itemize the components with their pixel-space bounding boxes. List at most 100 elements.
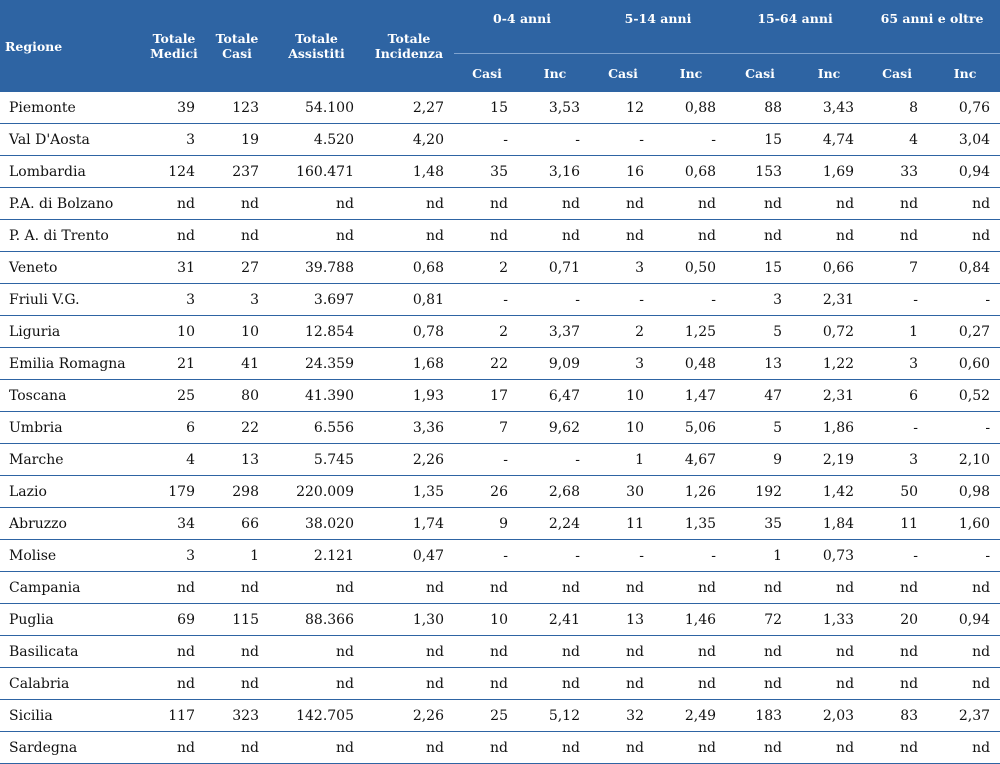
cell-inc-0-4: 6,47 xyxy=(520,379,590,412)
cell-casi-65-plus: nd xyxy=(864,219,931,252)
cell-inc-15-64: 1,69 xyxy=(794,155,865,188)
cell-inc-5-14: nd xyxy=(656,187,727,220)
table-row: Lazio 179 298 220.009 1,35 26 2,68 30 1,26 192 1,4… xyxy=(0,475,1000,508)
cell-totale-casi: 22 xyxy=(205,411,269,444)
header-age-65-plus: 65 anni e oltre xyxy=(864,0,1000,54)
table-row: Puglia 69 115 88.366 1,30 10 2,41 13 1,46 72 1,33 2… xyxy=(0,603,1000,636)
cell-casi-5-14: nd xyxy=(590,667,656,700)
cell-casi-5-14: 30 xyxy=(590,475,656,508)
cell-casi-65-plus: nd xyxy=(864,571,931,604)
cell-casi-65-plus: - xyxy=(864,411,931,444)
cell-regione: Marche xyxy=(0,443,143,476)
cell-casi-15-64: 5 xyxy=(726,315,795,348)
cell-totale-casi: 80 xyxy=(205,379,269,412)
cell-inc-15-64: nd xyxy=(794,219,865,252)
cell-casi-5-14: nd xyxy=(590,731,656,764)
cell-totale-medici: 117 xyxy=(143,699,205,732)
cell-totale-incidenza: 3,36 xyxy=(364,411,454,444)
header-inc: Inc xyxy=(794,53,865,92)
cell-casi-5-14: 16 xyxy=(590,155,656,188)
cell-casi-0-4: nd xyxy=(454,571,520,604)
cell-casi-0-4: nd xyxy=(454,187,520,220)
cell-totale-assistiti: 160.471 xyxy=(269,155,364,188)
cell-casi-5-14: - xyxy=(590,539,656,572)
cell-totale-medici: 3 xyxy=(143,539,205,572)
cell-totale-medici: 6 xyxy=(143,411,205,444)
cell-casi-65-plus: 7 xyxy=(864,251,931,284)
cell-inc-15-64: 2,31 xyxy=(794,379,865,412)
table-row: Campania nd nd nd nd nd nd nd nd nd nd nd nd xyxy=(0,571,1000,604)
header-regione: Regione xyxy=(0,0,143,92)
cell-casi-15-64: 5 xyxy=(726,411,795,444)
cell-inc-5-14: nd xyxy=(656,635,727,668)
cell-totale-incidenza: 1,68 xyxy=(364,347,454,380)
cell-totale-medici: nd xyxy=(143,571,205,604)
cell-inc-0-4: 3,53 xyxy=(520,92,590,124)
cell-totale-assistiti: nd xyxy=(269,635,364,668)
cell-casi-65-plus: - xyxy=(864,539,931,572)
cell-inc-65-plus: 0,60 xyxy=(930,347,1000,380)
cell-casi-0-4: nd xyxy=(454,667,520,700)
cell-casi-65-plus: 20 xyxy=(864,603,931,636)
cell-inc-0-4: 2,41 xyxy=(520,603,590,636)
cell-inc-0-4: nd xyxy=(520,667,590,700)
cell-inc-5-14: - xyxy=(656,123,727,156)
cell-regione: Basilicata xyxy=(0,635,143,668)
cell-totale-medici: nd xyxy=(143,219,205,252)
cell-totale-incidenza: nd xyxy=(364,219,454,252)
header-totale-incidenza: Totale Incidenza xyxy=(364,0,454,92)
cell-casi-5-14: 3 xyxy=(590,347,656,380)
cell-inc-65-plus: - xyxy=(930,539,1000,572)
cell-totale-assistiti: 24.359 xyxy=(269,347,364,380)
cell-inc-15-64: 1,84 xyxy=(794,507,865,540)
cell-inc-65-plus: 0,52 xyxy=(930,379,1000,412)
cell-totale-medici: 31 xyxy=(143,251,205,284)
cell-inc-0-4: nd xyxy=(520,571,590,604)
cell-casi-65-plus: 3 xyxy=(864,443,931,476)
cell-casi-65-plus: 6 xyxy=(864,379,931,412)
cell-inc-65-plus: - xyxy=(930,283,1000,316)
table-row: P.A. di Bolzano nd nd nd nd nd nd nd nd nd nd nd nd xyxy=(0,187,1000,220)
cell-inc-65-plus: nd xyxy=(930,571,1000,604)
cell-regione: P. A. di Trento xyxy=(0,219,143,252)
table-row: Calabria nd nd nd nd nd nd nd nd nd nd nd nd xyxy=(0,667,1000,700)
table-row: Val D'Aosta 3 19 4.520 4,20- - - -15 4,74 4 3,04 xyxy=(0,123,1000,156)
cell-inc-15-64: 4,74 xyxy=(794,123,865,156)
cell-totale-assistiti: 54.100 xyxy=(269,92,364,124)
cell-inc-0-4: nd xyxy=(520,635,590,668)
cell-totale-medici: 4 xyxy=(143,443,205,476)
table-row: Umbria 6 22 6.556 3,36 7 9,62 10 5,06 5 1,86- - xyxy=(0,411,1000,444)
cell-casi-5-14: 32 xyxy=(590,699,656,732)
cell-casi-65-plus: nd xyxy=(864,635,931,668)
cell-inc-0-4: 5,12 xyxy=(520,699,590,732)
header-inc: Inc xyxy=(656,53,727,92)
cell-regione: Lazio xyxy=(0,475,143,508)
cell-totale-incidenza: 4,20 xyxy=(364,123,454,156)
header-age-15-64: 15-64 anni xyxy=(726,0,865,54)
cell-casi-15-64: 9 xyxy=(726,443,795,476)
cell-totale-incidenza: nd xyxy=(364,635,454,668)
cell-inc-5-14: 0,48 xyxy=(656,347,727,380)
table-row: Friuli V.G. 3 3 3.697 0,81- - - -3 2,31- - xyxy=(0,283,1000,316)
cell-casi-65-plus: 4 xyxy=(864,123,931,156)
cell-casi-0-4: 9 xyxy=(454,507,520,540)
cell-totale-casi: nd xyxy=(205,731,269,764)
cell-casi-15-64: 15 xyxy=(726,251,795,284)
cell-casi-5-14: 12 xyxy=(590,92,656,124)
cell-totale-assistiti: nd xyxy=(269,187,364,220)
cell-totale-medici: 3 xyxy=(143,123,205,156)
cell-casi-0-4: 15 xyxy=(454,92,520,124)
cell-inc-5-14: 1,35 xyxy=(656,507,727,540)
cell-inc-65-plus: nd xyxy=(930,219,1000,252)
cell-inc-65-plus: nd xyxy=(930,731,1000,764)
cell-inc-15-64: 0,72 xyxy=(794,315,865,348)
cell-casi-15-64: 183 xyxy=(726,699,795,732)
cell-inc-0-4: 2,68 xyxy=(520,475,590,508)
cell-regione: Piemonte xyxy=(0,92,143,124)
cell-inc-5-14: 0,68 xyxy=(656,155,727,188)
cell-inc-65-plus: 0,84 xyxy=(930,251,1000,284)
cell-inc-0-4: 9,09 xyxy=(520,347,590,380)
cell-casi-5-14: 10 xyxy=(590,379,656,412)
cell-inc-5-14: 0,50 xyxy=(656,251,727,284)
cell-inc-5-14: 1,46 xyxy=(656,603,727,636)
